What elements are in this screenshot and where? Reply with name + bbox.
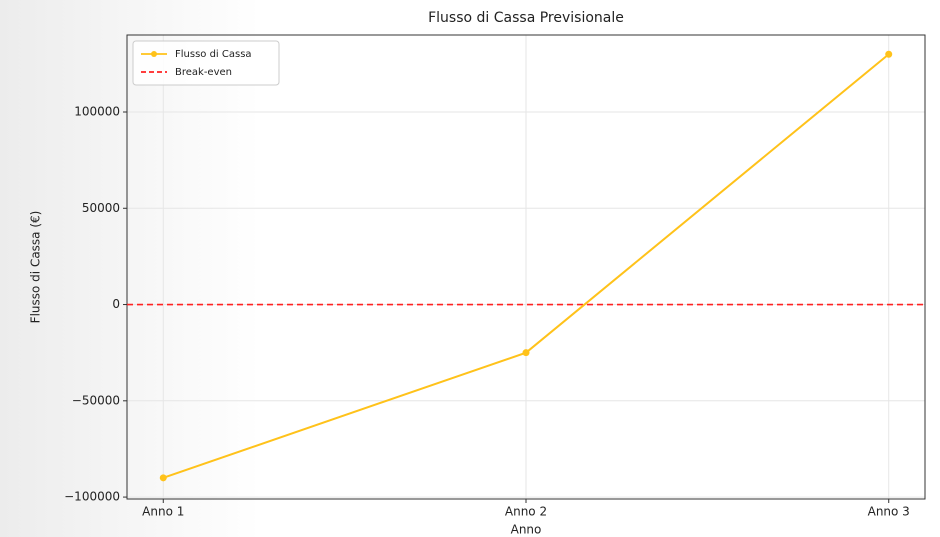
- y-axis-label: Flusso di Cassa (€): [29, 211, 43, 324]
- y-tick-label: −100000: [64, 490, 120, 504]
- x-tick-label: Anno 1: [142, 505, 184, 519]
- chart: Flusso di Cassa Previsionale Anno Flusso…: [0, 0, 940, 537]
- y-tick-label: 0: [112, 297, 120, 311]
- legend-label: Break-even: [175, 67, 232, 78]
- data-point: [523, 349, 530, 356]
- y-tick-label: −50000: [72, 393, 120, 407]
- x-axis-label: Anno: [511, 523, 542, 537]
- x-tick-label: Anno 2: [505, 505, 547, 519]
- x-tick-label: Anno 3: [868, 505, 910, 519]
- legend-label: Flusso di Cassa: [175, 49, 252, 60]
- y-tick-label: 50000: [82, 201, 120, 215]
- legend-marker: [151, 51, 157, 57]
- legend-box: [133, 41, 279, 85]
- y-tick-label: 100000: [74, 105, 120, 119]
- data-point: [885, 51, 892, 58]
- chart-title: Flusso di Cassa Previsionale: [428, 10, 624, 26]
- data-point: [160, 474, 167, 481]
